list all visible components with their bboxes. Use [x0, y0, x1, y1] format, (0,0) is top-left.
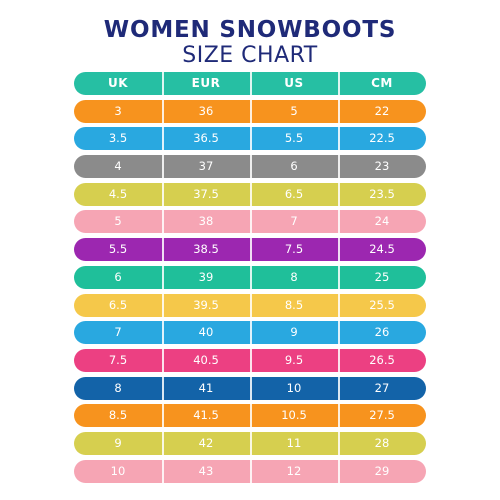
cell-us: 12: [250, 459, 338, 483]
cell-uk: 10: [110, 463, 126, 478]
table-row: 4 37 6 23: [74, 155, 426, 179]
cell-cm: 23.5: [338, 182, 426, 206]
cell-uk: 7.5: [108, 352, 128, 367]
cell-uk: 7: [114, 325, 122, 340]
cell-cm: 27: [338, 376, 426, 400]
table-row: 6 39 8 25: [74, 265, 426, 289]
cell-uk: 6: [114, 269, 122, 284]
cell-eur: 38.5: [162, 238, 250, 262]
cell-eur: 40.5: [162, 348, 250, 372]
cell-cm: 27.5: [338, 404, 426, 428]
column-header-eur: EUR: [162, 72, 250, 95]
cell-cm: 29: [338, 459, 426, 483]
cell-uk: 6.5: [108, 297, 128, 312]
size-table: UK EUR US CM 3 36 5 22 3.5 36.5 5.5 22.5 4 37 6 23 4…: [74, 72, 426, 487]
cell-us: 6.5: [250, 182, 338, 206]
cell-uk: 5.5: [108, 242, 128, 257]
cell-cm: 25.5: [338, 293, 426, 317]
cell-eur: 37: [162, 155, 250, 179]
cell-eur: 37.5: [162, 182, 250, 206]
table-row: 6.5 39.5 8.5 25.5: [74, 293, 426, 317]
cell-cm: 26: [338, 321, 426, 345]
cell-eur: 36.5: [162, 127, 250, 151]
cell-eur: 42: [162, 431, 250, 455]
cell-cm: 25: [338, 265, 426, 289]
cell-uk: 3: [114, 103, 122, 118]
cell-cm: 24.5: [338, 238, 426, 262]
table-header-row: UK EUR US CM: [74, 72, 426, 95]
cell-eur: 43: [162, 459, 250, 483]
cell-cm: 24: [338, 210, 426, 234]
cell-us: 9: [250, 321, 338, 345]
column-header-uk: UK: [107, 76, 129, 90]
cell-eur: 39: [162, 265, 250, 289]
cell-eur: 40: [162, 321, 250, 345]
table-row: 5.5 38.5 7.5 24.5: [74, 238, 426, 262]
chart-subtitle: SIZE CHART: [182, 43, 318, 68]
table-row: 3.5 36.5 5.5 22.5: [74, 127, 426, 151]
cell-uk: 5: [114, 214, 122, 229]
table-row: 10 43 12 29: [74, 459, 426, 483]
table-row: 7.5 40.5 9.5 26.5: [74, 348, 426, 372]
cell-eur: 39.5: [162, 293, 250, 317]
table-row: 5 38 7 24: [74, 210, 426, 234]
cell-cm: 26.5: [338, 348, 426, 372]
cell-eur: 38: [162, 210, 250, 234]
cell-us: 5: [250, 99, 338, 123]
cell-eur: 41.5: [162, 404, 250, 428]
cell-us: 9.5: [250, 348, 338, 372]
cell-us: 6: [250, 155, 338, 179]
table-row: 7 40 9 26: [74, 321, 426, 345]
cell-uk: 8: [114, 380, 122, 395]
cell-uk: 3.5: [108, 131, 128, 146]
cell-eur: 36: [162, 99, 250, 123]
table-row: 4.5 37.5 6.5 23.5: [74, 182, 426, 206]
cell-us: 7.5: [250, 238, 338, 262]
table-row: 3 36 5 22: [74, 99, 426, 123]
cell-uk: 4.5: [108, 186, 128, 201]
cell-cm: 22: [338, 99, 426, 123]
cell-us: 8: [250, 265, 338, 289]
cell-us: 11: [250, 431, 338, 455]
cell-us: 8.5: [250, 293, 338, 317]
cell-cm: 22.5: [338, 127, 426, 151]
cell-cm: 28: [338, 431, 426, 455]
cell-us: 10.5: [250, 404, 338, 428]
cell-us: 7: [250, 210, 338, 234]
table-row: 8.5 41.5 10.5 27.5: [74, 404, 426, 428]
cell-cm: 23: [338, 155, 426, 179]
cell-uk: 9: [114, 435, 122, 450]
cell-uk: 8.5: [108, 408, 128, 423]
cell-us: 5.5: [250, 127, 338, 151]
column-header-us: US: [250, 72, 338, 95]
table-row: 8 41 10 27: [74, 376, 426, 400]
cell-uk: 4: [114, 159, 122, 174]
cell-eur: 41: [162, 376, 250, 400]
chart-title: WOMEN SNOWBOOTS: [103, 17, 397, 43]
table-row: 9 42 11 28: [74, 431, 426, 455]
cell-us: 10: [250, 376, 338, 400]
column-header-cm: CM: [338, 72, 426, 95]
